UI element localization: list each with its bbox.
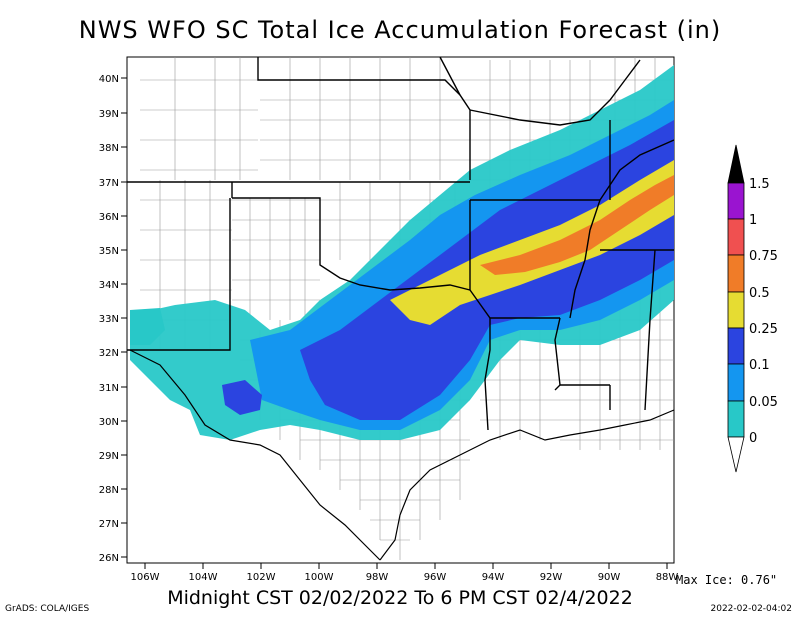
lat-label: 33N xyxy=(99,314,119,325)
ice-patch-west xyxy=(222,380,262,415)
grads-credit: GrADS: COLA/IGES xyxy=(5,604,90,614)
legend-label: 0.75 xyxy=(749,249,778,264)
ice-shading xyxy=(130,65,674,440)
lon-label: 92W xyxy=(540,572,563,583)
state-borders xyxy=(127,56,675,431)
issue-timestamp: 2022-02-02-04:02 xyxy=(710,604,793,614)
lon-label: 98W xyxy=(366,572,389,583)
legend-label: 0.1 xyxy=(749,358,770,373)
lon-label: 90W xyxy=(598,572,621,583)
legend-label: 0.25 xyxy=(749,322,778,337)
lat-labels: 40N 39N 38N 37N 36N 35N 34N 33N 32N 31N … xyxy=(99,74,119,564)
max-ice-label: Max Ice: 0.76" xyxy=(676,573,778,587)
lat-label: 40N xyxy=(99,74,119,85)
lon-labels: 106W 104W 102W 100W 98W 96W 94W 92W 90W … xyxy=(131,572,679,583)
lon-label: 100W xyxy=(305,572,334,583)
legend-label: 0 xyxy=(749,431,757,446)
lat-label: 35N xyxy=(99,246,119,257)
legend-swatch xyxy=(727,291,745,329)
map-title: NWS WFO SC Total Ice Accumulation Foreca… xyxy=(78,16,722,44)
axis-ticks xyxy=(121,77,668,569)
lat-label: 28N xyxy=(99,485,119,496)
coastline xyxy=(129,349,675,561)
lat-label: 32N xyxy=(99,348,119,359)
legend-top-arrow xyxy=(727,144,745,184)
lat-label: 30N xyxy=(99,417,119,428)
ice-band-0.75 xyxy=(480,175,674,275)
lat-label: 26N xyxy=(99,553,119,564)
lon-label: 96W xyxy=(424,572,447,583)
legend-swatch xyxy=(727,327,745,365)
lon-label: 94W xyxy=(482,572,505,583)
lat-label: 36N xyxy=(99,212,119,223)
lon-label: 88W xyxy=(656,572,679,583)
lat-label: 38N xyxy=(99,143,119,154)
legend-swatch xyxy=(727,363,745,402)
lon-label: 102W xyxy=(247,572,276,583)
lat-label: 37N xyxy=(99,178,119,189)
legend-swatch xyxy=(727,218,745,256)
color-legend: 1.5 1 0.75 0.5 0.25 0.1 0.05 0 xyxy=(727,144,778,473)
legend-swatch xyxy=(727,254,745,293)
legend-bottom-arrow xyxy=(727,436,745,473)
lat-label: 39N xyxy=(99,109,119,120)
legend-label: 0.05 xyxy=(749,395,778,410)
valid-period: Midnight CST 02/02/2022 To 6 PM CST 02/4… xyxy=(167,587,633,609)
lat-label: 27N xyxy=(99,519,119,530)
legend-label: 1.5 xyxy=(749,177,770,192)
legend-swatch xyxy=(727,400,745,438)
ice-band-0.5 xyxy=(390,160,674,325)
legend-label: 1 xyxy=(749,213,757,228)
legend-swatch xyxy=(727,182,745,220)
lon-label: 106W xyxy=(131,572,160,583)
ice-patch-nw xyxy=(130,308,165,345)
lon-label: 104W xyxy=(189,572,218,583)
lat-label: 34N xyxy=(99,280,119,291)
lat-label: 31N xyxy=(99,383,119,394)
legend-label: 0.5 xyxy=(749,286,770,301)
lat-label: 29N xyxy=(99,451,119,462)
